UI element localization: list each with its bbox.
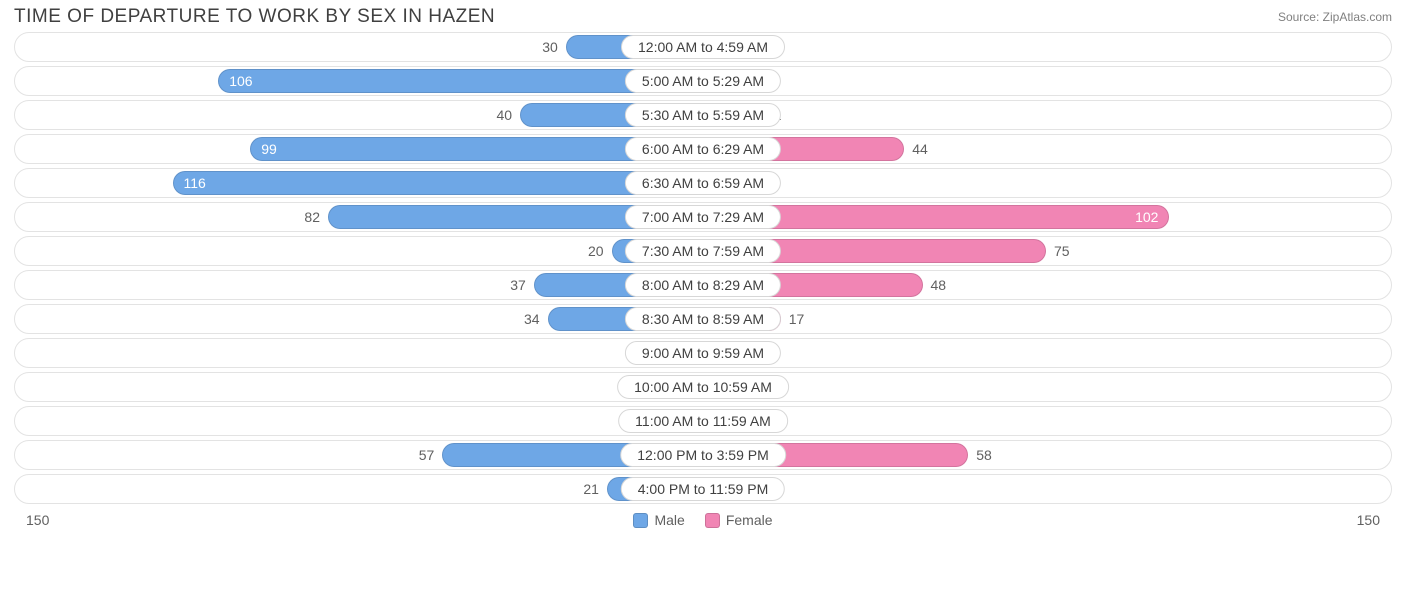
male-value: 99 [261, 141, 277, 157]
chart-row: 37 48 8:00 AM to 8:29 AM [14, 270, 1392, 300]
chart-row: 82 102 7:00 AM to 7:29 AM [14, 202, 1392, 232]
chart-row: 13011:00 AM to 11:59 AM [14, 406, 1392, 436]
male-value: 40 [489, 107, 521, 123]
chart-row: 0710:00 AM to 10:59 AM [14, 372, 1392, 402]
legend-swatch [705, 513, 720, 528]
male-bar: 116 [173, 171, 704, 195]
legend-label: Female [726, 512, 773, 528]
legend-item: Female [705, 512, 773, 528]
axis-right-max: 150 [1357, 512, 1380, 528]
female-value: 44 [904, 141, 936, 157]
chart-footer: 150 Male Female 150 [0, 508, 1406, 528]
female-value: 17 [781, 311, 813, 327]
chart-row: 20 75 7:30 AM to 7:59 AM [14, 236, 1392, 266]
category-label: 6:30 AM to 6:59 AM [625, 171, 781, 195]
male-value: 20 [580, 243, 612, 259]
category-label: 6:00 AM to 6:29 AM [625, 137, 781, 161]
male-value: 34 [516, 311, 548, 327]
male-value: 82 [296, 209, 328, 225]
female-value: 102 [1135, 209, 1158, 225]
category-label: 12:00 AM to 4:59 AM [621, 35, 785, 59]
male-value: 106 [229, 73, 252, 89]
chart-row: 116106:30 AM to 6:59 AM [14, 168, 1392, 198]
category-label: 5:00 AM to 5:29 AM [625, 69, 781, 93]
legend-label: Male [654, 512, 684, 528]
legend-item: Male [633, 512, 684, 528]
female-value: 58 [968, 447, 1000, 463]
source-attribution: Source: ZipAtlas.com [1278, 10, 1392, 24]
chart-row: 21124:00 PM to 11:59 PM [14, 474, 1392, 504]
male-value: 21 [575, 481, 607, 497]
male-value: 57 [411, 447, 443, 463]
male-value: 37 [502, 277, 534, 293]
category-label: 9:00 AM to 9:59 AM [625, 341, 781, 365]
category-label: 5:30 AM to 5:59 AM [625, 103, 781, 127]
female-value: 75 [1046, 243, 1078, 259]
chart-row: 40125:30 AM to 5:59 AM [14, 100, 1392, 130]
category-label: 12:00 PM to 3:59 PM [620, 443, 786, 467]
chart-row: 9119:00 AM to 9:59 AM [14, 338, 1392, 368]
chart-row: 10635:00 AM to 5:29 AM [14, 66, 1392, 96]
legend: Male Female [633, 512, 772, 528]
category-label: 8:00 AM to 8:29 AM [625, 273, 781, 297]
chart-header: TIME OF DEPARTURE TO WORK BY SEX IN HAZE… [0, 0, 1406, 32]
category-label: 8:30 AM to 8:59 AM [625, 307, 781, 331]
chart-row: 30512:00 AM to 4:59 AM [14, 32, 1392, 62]
female-value: 48 [923, 277, 955, 293]
chart-row: 99 44 6:00 AM to 6:29 AM [14, 134, 1392, 164]
chart-area: 30512:00 AM to 4:59 AM 10635:00 AM to 5:2… [0, 32, 1406, 504]
category-label: 10:00 AM to 10:59 AM [617, 375, 789, 399]
chart-row: 34 178:30 AM to 8:59 AM [14, 304, 1392, 334]
male-value: 116 [184, 175, 206, 191]
category-label: 7:30 AM to 7:59 AM [625, 239, 781, 263]
chart-row: 57 58 12:00 PM to 3:59 PM [14, 440, 1392, 470]
male-value: 30 [534, 39, 566, 55]
category-label: 4:00 PM to 11:59 PM [621, 477, 785, 501]
legend-swatch [633, 513, 648, 528]
category-label: 11:00 AM to 11:59 AM [618, 409, 788, 433]
axis-left-max: 150 [26, 512, 49, 528]
category-label: 7:00 AM to 7:29 AM [625, 205, 781, 229]
chart-title: TIME OF DEPARTURE TO WORK BY SEX IN HAZE… [14, 6, 495, 28]
